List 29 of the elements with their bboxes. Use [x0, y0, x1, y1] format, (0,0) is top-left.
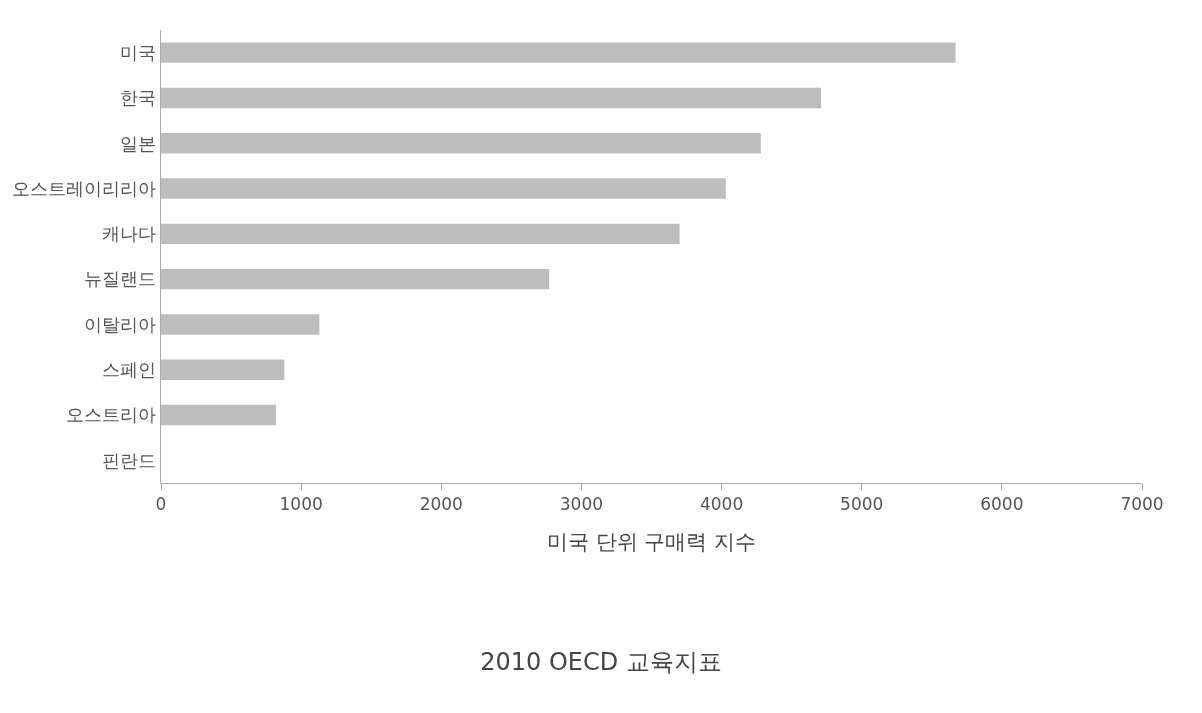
y-tick-label: 오스트리아: [66, 404, 157, 426]
bar: [161, 404, 276, 426]
x-tick-label: 7000: [1120, 494, 1164, 515]
bar: [161, 87, 822, 109]
bar: [161, 42, 956, 63]
x-tick-label: 1000: [279, 494, 323, 515]
x-tick-label: 2000: [419, 494, 463, 515]
y-tick-label: 일본: [120, 132, 157, 154]
y-tick-label: 캐나다: [102, 223, 157, 245]
x-axis-title: 미국 단위 구매력 지수: [546, 529, 757, 554]
bar: [161, 314, 320, 335]
text: 2010 OECD 교육지표: [480, 648, 722, 677]
y-tick-label: 뉴질랜드: [84, 268, 157, 290]
x-tick-label: 5000: [840, 494, 884, 515]
y-tick-label: 이탈리아: [84, 313, 157, 335]
x-tick-label: 3000: [559, 494, 604, 515]
x-tick-label: 0: [155, 494, 167, 515]
y-tick-label: 스페인: [102, 359, 157, 381]
y-tick-label: 미국: [120, 41, 157, 63]
bar: [161, 178, 726, 199]
x-tick-label: 4000: [699, 494, 744, 515]
bar: [161, 223, 680, 245]
x-tick-label: 6000: [980, 494, 1024, 515]
bar: [161, 359, 285, 380]
bar: [161, 268, 550, 290]
y-tick-label: 한국: [120, 87, 157, 109]
y-tick-label: 오스트레이리리아: [12, 177, 157, 199]
bar: [161, 133, 761, 154]
y-tick-label: 핀란드: [102, 449, 157, 471]
